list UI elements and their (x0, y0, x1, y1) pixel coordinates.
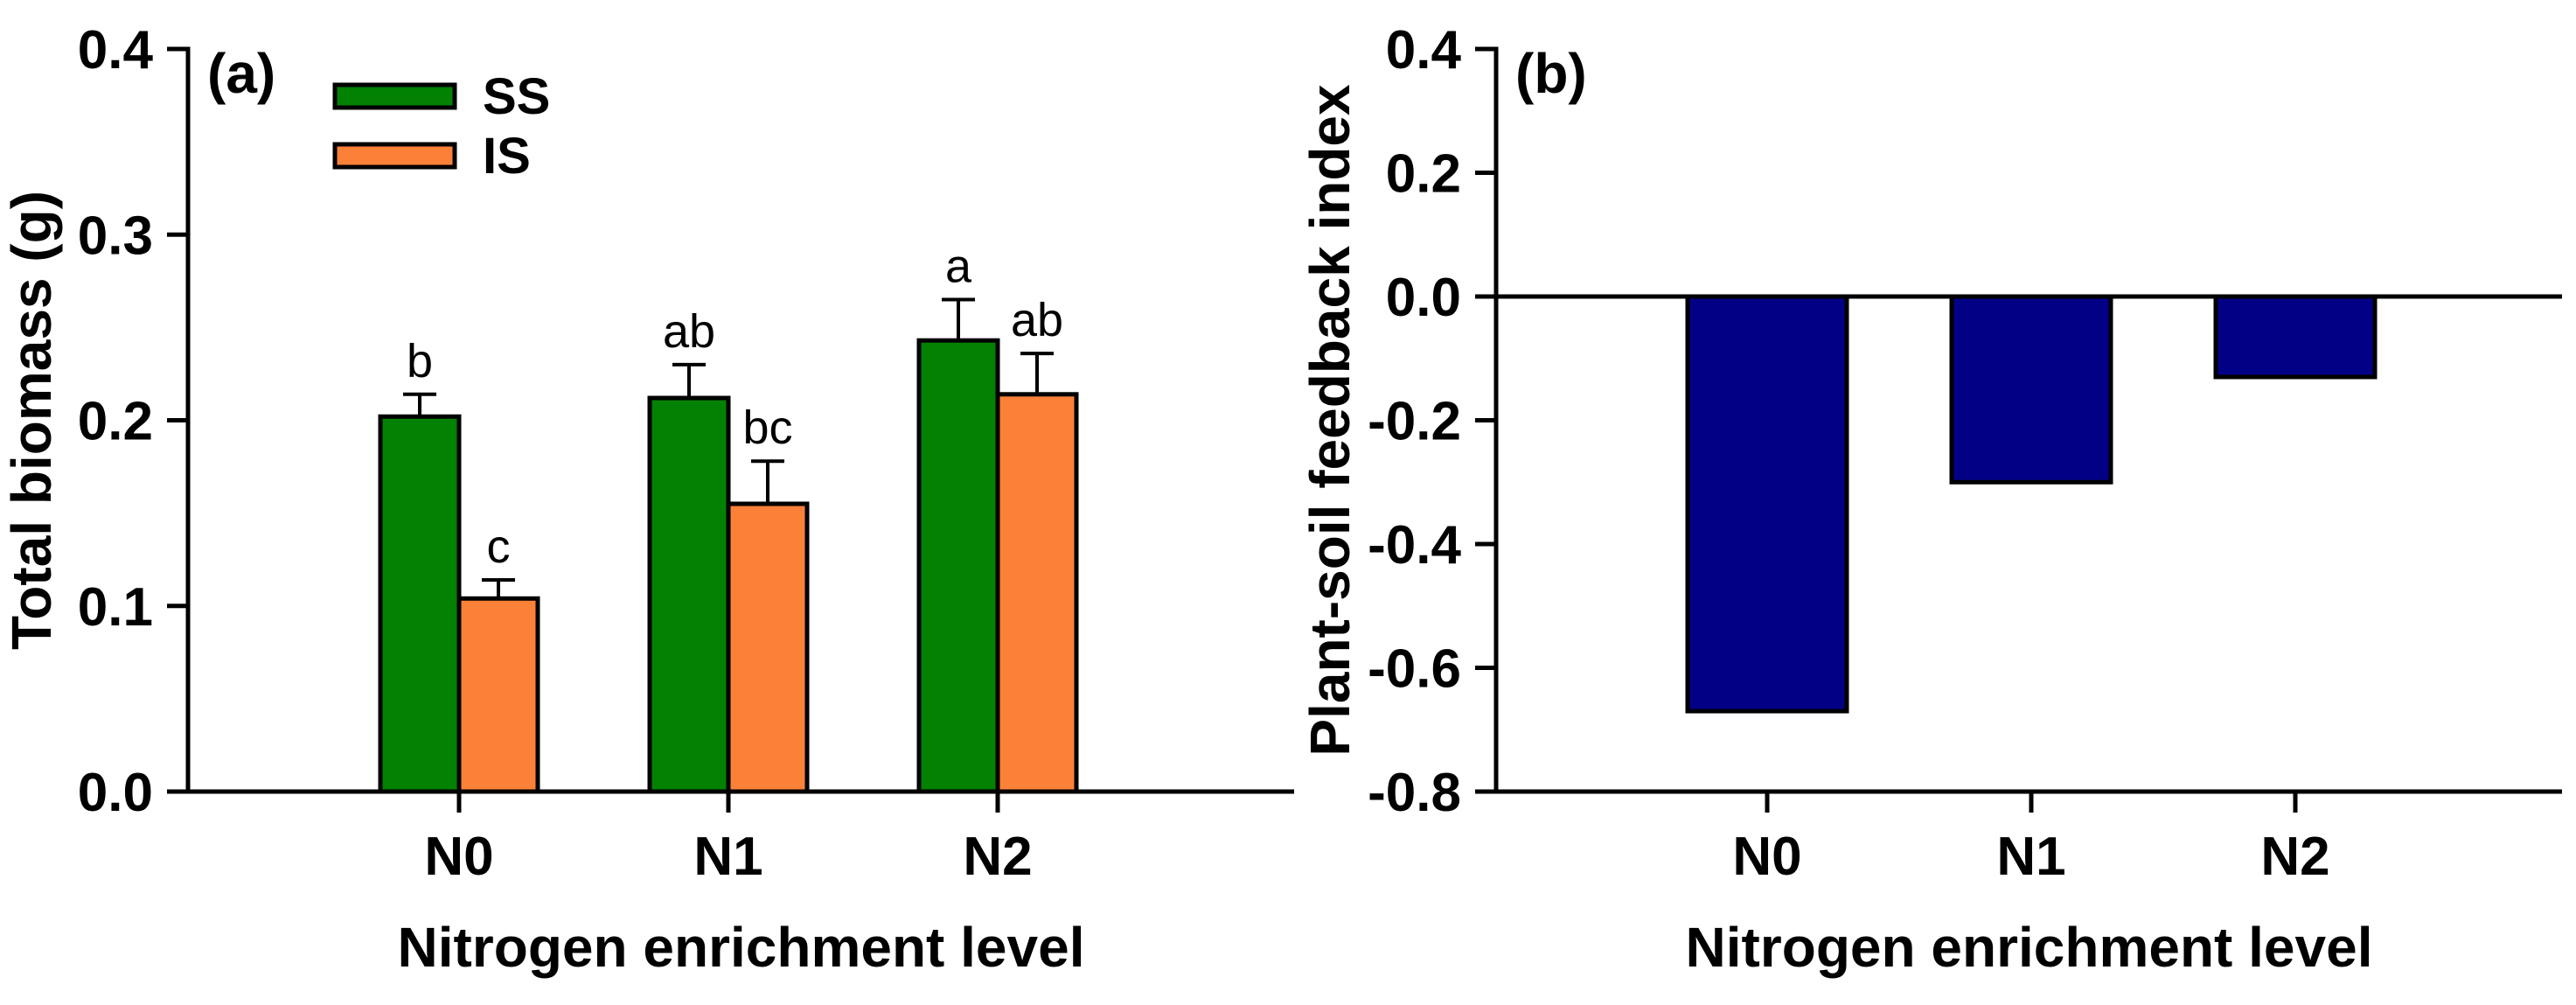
y-tick-label-a: 0.0 (78, 763, 153, 823)
bar-plant-soil feedback index-n1 (1949, 294, 2113, 485)
panel-label-b: (b) (1515, 42, 1587, 105)
bar-ss-n1 (647, 395, 731, 794)
sig-letter-ss-n1: ab (663, 305, 715, 358)
x-tick-label-n1-b: N1 (1996, 827, 2065, 887)
sig-letter-is-n0: c (487, 520, 511, 573)
panel-label-a: (a) (207, 42, 275, 105)
x-tick-label-n0-b: N0 (1732, 827, 1801, 887)
x-tick-label-n2-b: N2 (2260, 827, 2329, 887)
x-axis-title-a: Nitrogen enrichment level (398, 916, 1085, 979)
y-tick-label-a: 0.2 (78, 392, 153, 452)
legend-label-is: IS (483, 128, 531, 185)
x-tick-label-n0-a: N0 (424, 827, 493, 887)
sig-letter-ss-n2: a (945, 241, 972, 293)
bar-is-n2 (995, 392, 1079, 794)
sig-letter-ss-n0: b (407, 335, 433, 387)
bar-is-n1 (726, 501, 810, 794)
x-tick-label-n2-a: N2 (963, 827, 1032, 887)
sig-letter-is-n2: ab (1011, 294, 1063, 346)
sig-letter-is-n1: bc (742, 401, 792, 454)
y-tick-label-a: 0.1 (78, 577, 153, 638)
legend-swatch-ss (332, 82, 457, 110)
y-tick-label-b: -0.6 (1368, 639, 1461, 700)
y-tick-label-b: 0.4 (1386, 20, 1462, 80)
y-tick-label-b: 0.0 (1386, 268, 1461, 328)
bar-is-n0 (456, 596, 540, 794)
y-axis-title-b: Plant-soil feedback index (1298, 84, 1361, 757)
bar-ss-n2 (916, 338, 1000, 794)
x-tick-label-n1-a: N1 (693, 827, 762, 887)
y-tick-label-a: 0.3 (78, 206, 153, 266)
bar-plant-soil feedback index-n0 (1685, 294, 1849, 714)
y-tick-label-b: -0.8 (1368, 763, 1461, 823)
x-axis-title-b: Nitrogen enrichment level (1686, 916, 2373, 979)
bar-plant-soil feedback index-n2 (2213, 294, 2378, 380)
bar-ss-n0 (378, 414, 462, 794)
legend-swatch-is (332, 142, 457, 170)
y-tick-label-a: 0.4 (78, 20, 154, 80)
y-axis-title-a: Total biomass (g) (0, 191, 63, 650)
y-tick-label-b: 0.2 (1386, 144, 1461, 205)
y-tick-label-b: -0.4 (1368, 515, 1461, 576)
y-tick-label-b: -0.2 (1368, 392, 1461, 452)
legend-label-ss: SS (483, 68, 550, 125)
